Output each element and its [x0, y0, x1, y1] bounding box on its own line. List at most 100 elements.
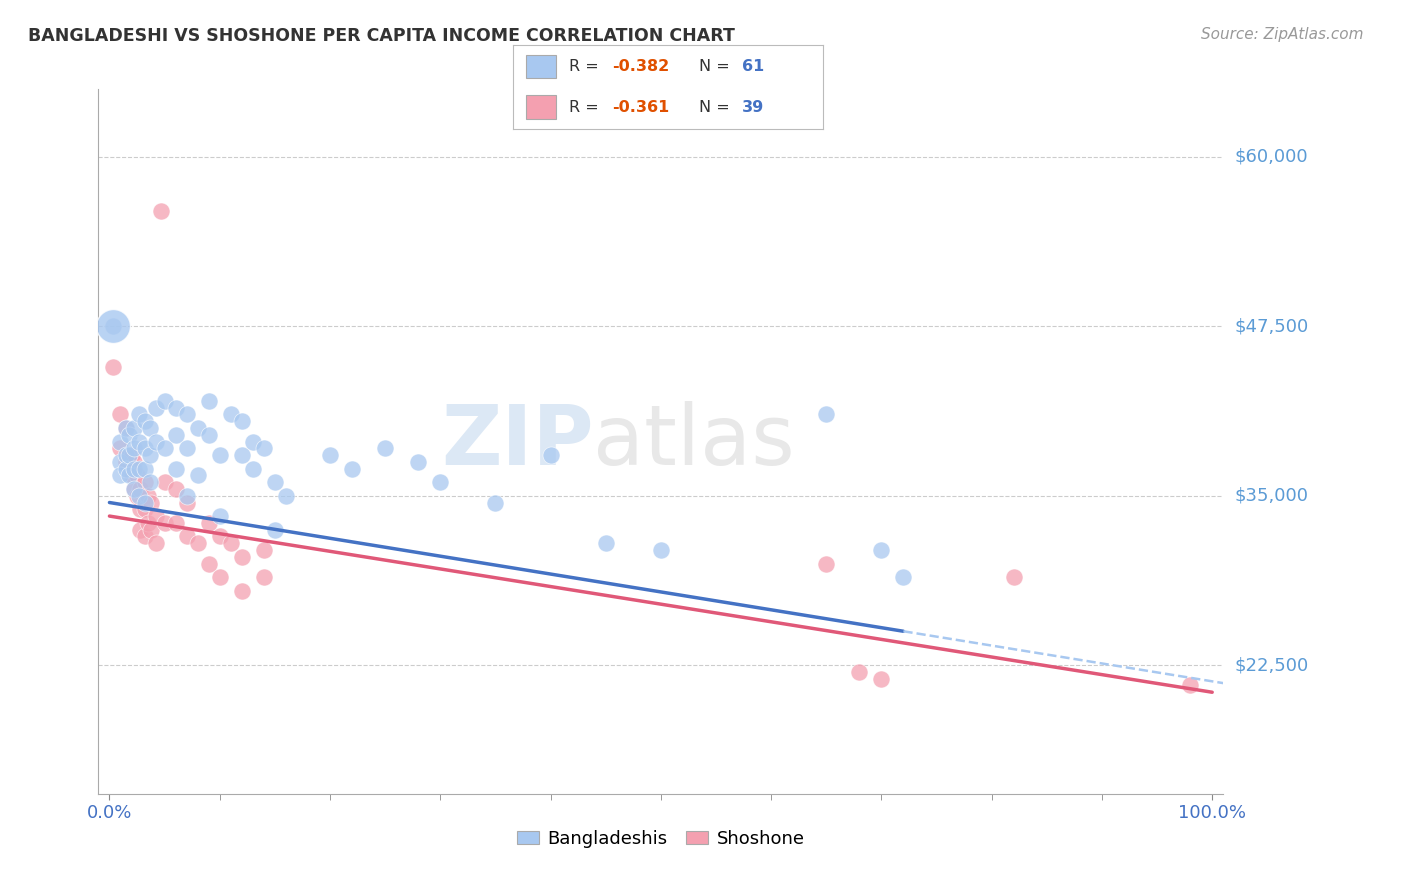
Text: Source: ZipAtlas.com: Source: ZipAtlas.com — [1201, 27, 1364, 42]
Bangladeshis — [208, 448, 231, 462]
Bangladeshis — [870, 543, 893, 558]
Bangladeshis — [115, 461, 138, 475]
Bangladeshis — [145, 401, 167, 415]
Bangladeshis — [115, 421, 138, 435]
Shoshone — [197, 516, 219, 530]
Bangladeshis — [406, 455, 429, 469]
Bangladeshis — [118, 427, 141, 442]
Shoshone — [1002, 570, 1025, 584]
Text: $47,500: $47,500 — [1234, 318, 1309, 335]
Shoshone — [176, 529, 198, 543]
Shoshone — [125, 489, 148, 503]
Bangladeshis — [165, 401, 187, 415]
Shoshone — [122, 482, 145, 496]
Shoshone — [253, 570, 276, 584]
Bangladeshis — [122, 482, 145, 496]
Shoshone — [110, 408, 132, 422]
Bangladeshis — [122, 461, 145, 475]
Shoshone — [115, 421, 138, 435]
Shoshone — [231, 549, 253, 564]
Shoshone — [134, 475, 156, 490]
Bangladeshis — [231, 414, 253, 428]
Bangladeshis — [139, 475, 162, 490]
Shoshone — [129, 523, 152, 537]
Text: 39: 39 — [742, 100, 765, 115]
Shoshone — [121, 448, 143, 462]
Text: atlas: atlas — [593, 401, 794, 482]
Shoshone — [115, 455, 138, 469]
Text: ZIP: ZIP — [441, 401, 593, 482]
Bangladeshis — [176, 442, 198, 456]
Text: R =: R = — [569, 59, 603, 74]
Shoshone — [121, 468, 143, 483]
Shoshone — [165, 482, 187, 496]
Bangladeshis — [253, 442, 276, 456]
Text: N =: N = — [699, 59, 735, 74]
Shoshone — [153, 516, 176, 530]
Bangladeshis — [650, 543, 672, 558]
Bangladeshis — [231, 448, 253, 462]
Shoshone — [815, 557, 838, 571]
Bangladeshis — [110, 434, 132, 449]
Shoshone — [136, 489, 159, 503]
Bangladeshis — [115, 448, 138, 462]
Bangladeshis — [274, 489, 297, 503]
Bangladeshis — [122, 421, 145, 435]
Text: N =: N = — [699, 100, 735, 115]
Shoshone — [231, 583, 253, 598]
Bangladeshis — [165, 427, 187, 442]
Text: -0.382: -0.382 — [612, 59, 669, 74]
Shoshone — [870, 672, 893, 686]
Shoshone — [153, 475, 176, 490]
Bangladeshis — [134, 414, 156, 428]
Shoshone — [145, 509, 167, 524]
Bangladeshis — [484, 495, 506, 509]
Bangladeshis — [540, 448, 562, 462]
Bangladeshis — [101, 319, 124, 334]
Bangladeshis — [595, 536, 617, 550]
Bangladeshis — [815, 408, 838, 422]
Bangladeshis — [139, 448, 162, 462]
Bangladeshis — [319, 448, 342, 462]
Text: $60,000: $60,000 — [1234, 148, 1308, 166]
Text: $35,000: $35,000 — [1234, 487, 1309, 505]
Shoshone — [208, 529, 231, 543]
Bangladeshis — [197, 427, 219, 442]
Bangladeshis — [118, 468, 141, 483]
Point — [101, 319, 124, 334]
Bangladeshis — [242, 461, 264, 475]
Shoshone — [129, 482, 152, 496]
Shoshone — [208, 570, 231, 584]
Bangladeshis — [134, 495, 156, 509]
Bangladeshis — [208, 509, 231, 524]
Bangladeshis — [187, 421, 209, 435]
Bangladeshis — [176, 408, 198, 422]
Shoshone — [136, 516, 159, 530]
Text: R =: R = — [569, 100, 603, 115]
Bangladeshis — [153, 393, 176, 408]
Bangladeshis — [128, 489, 150, 503]
Bangladeshis — [165, 461, 187, 475]
Bangladeshis — [263, 475, 285, 490]
Shoshone — [176, 495, 198, 509]
Bangladeshis — [128, 461, 150, 475]
Text: -0.361: -0.361 — [612, 100, 669, 115]
Shoshone — [1178, 678, 1201, 692]
Bangladeshis — [110, 455, 132, 469]
Shoshone — [129, 502, 152, 516]
Shoshone — [125, 468, 148, 483]
Shoshone — [197, 557, 219, 571]
Text: 61: 61 — [742, 59, 765, 74]
Shoshone — [187, 536, 209, 550]
Bangladeshis — [176, 489, 198, 503]
Bangladeshis — [219, 408, 242, 422]
Shoshone — [134, 529, 156, 543]
Shoshone — [141, 523, 163, 537]
Bangladeshis — [145, 434, 167, 449]
Shoshone — [219, 536, 242, 550]
Bangladeshis — [429, 475, 451, 490]
Bar — [526, 95, 557, 120]
Shoshone — [134, 502, 156, 516]
Bangladeshis — [153, 442, 176, 456]
Shoshone — [253, 543, 276, 558]
